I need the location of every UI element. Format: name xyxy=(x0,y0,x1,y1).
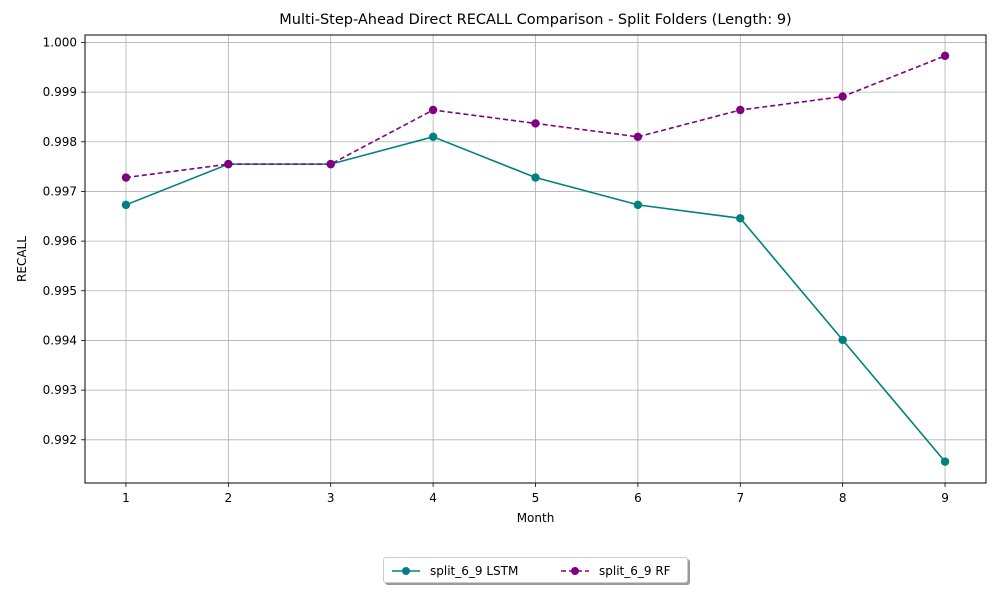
data-point-lstm xyxy=(838,335,847,345)
data-point-lstm xyxy=(736,214,745,223)
data-point-lstm xyxy=(531,173,540,182)
y-tick-label: 0.999 xyxy=(43,85,77,99)
y-tick-label: 0.997 xyxy=(43,184,77,198)
data-point-lstm xyxy=(940,457,950,466)
y-tick-label: 0.992 xyxy=(43,433,77,447)
x-tick-label: 9 xyxy=(941,491,949,505)
y-axis-label: RECALL xyxy=(15,236,29,282)
legend-line-lstm-icon xyxy=(392,567,420,575)
data-point-rf xyxy=(633,132,643,142)
y-tick-label: 0.996 xyxy=(43,234,77,248)
legend-entry-rf: split_6_9 RF xyxy=(559,562,671,580)
x-axis-label: Month xyxy=(516,511,555,525)
data-point-lstm xyxy=(121,200,131,210)
data-point-rf xyxy=(531,119,540,128)
data-point-lstm xyxy=(633,200,643,210)
legend-label-lstm: split_6_9 LSTM xyxy=(430,564,519,578)
x-tick-label: 2 xyxy=(225,491,233,505)
plot-series xyxy=(121,51,950,466)
data-point-rf xyxy=(121,173,131,182)
axis-ticks: 1 2 3 4 5 6 7 8 9 0.992 0.993 0.994 0.995 0.996 0.997 0… xyxy=(43,35,949,505)
legend-entry-lstm: split_6_9 LSTM xyxy=(390,562,518,580)
y-tick-label: 0.998 xyxy=(43,135,77,149)
y-tick-label: 1.000 xyxy=(43,35,77,49)
data-point-rf xyxy=(428,105,438,115)
x-tick-label: 4 xyxy=(429,491,437,505)
x-tick-label: 3 xyxy=(327,491,335,505)
data-point-rf xyxy=(940,51,950,61)
x-tick-label: 8 xyxy=(839,491,847,505)
y-tick-label: 0.994 xyxy=(43,333,77,347)
legend-label-rf: split_6_9 RF xyxy=(599,564,671,578)
data-point-rf xyxy=(838,92,847,101)
legend-line-rf-icon xyxy=(561,567,589,575)
data-point-rf xyxy=(326,159,335,169)
x-tick-label: 6 xyxy=(634,491,642,505)
data-point-rf xyxy=(736,105,745,115)
y-tick-label: 0.995 xyxy=(43,284,77,298)
y-tick-label: 0.993 xyxy=(43,383,77,397)
grid-lines xyxy=(85,35,986,483)
x-tick-label: 5 xyxy=(532,491,540,505)
x-tick-label: 1 xyxy=(122,491,130,505)
x-tick-label: 7 xyxy=(736,491,744,505)
data-point-rf xyxy=(224,159,233,169)
chart-title: Multi-Step-Ahead Direct RECALL Compariso… xyxy=(279,12,792,28)
legend: split_6_9 LSTM split_6_9 RF xyxy=(383,557,688,583)
data-point-lstm xyxy=(428,132,438,142)
